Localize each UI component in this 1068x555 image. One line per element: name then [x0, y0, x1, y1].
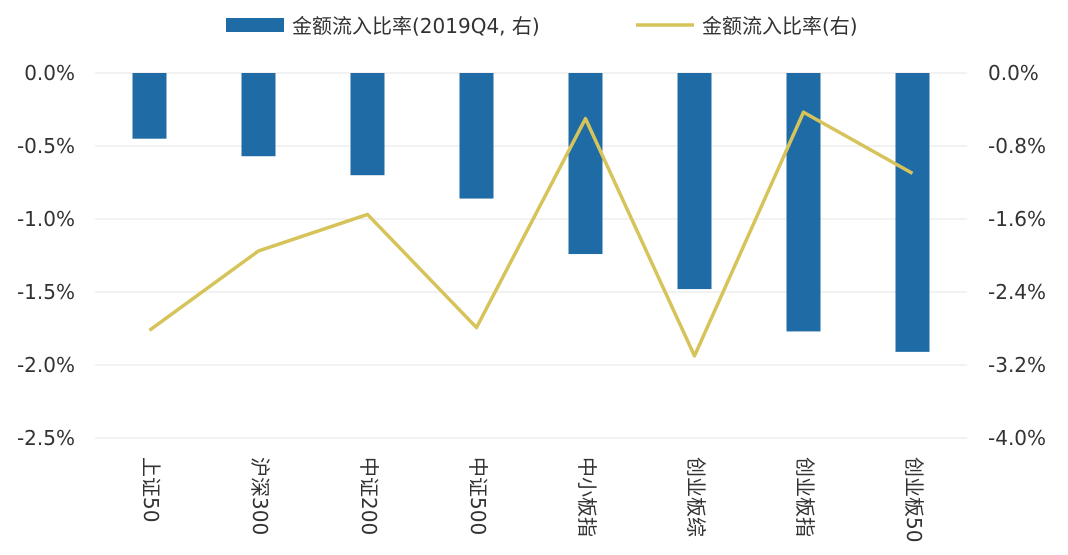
bar — [350, 73, 385, 176]
right-tick-label: -0.8% — [988, 134, 1046, 158]
series-line — [148, 110, 914, 358]
category-label: 中小板指 — [575, 457, 599, 537]
legend: 金额流入比率(2019Q4, 右) 金额流入比率(右) — [226, 14, 858, 38]
left-tick-label: -0.5% — [17, 134, 75, 158]
bar — [241, 73, 276, 157]
right-tick-label: -2.4% — [988, 280, 1046, 304]
category-label: 创业板综 — [684, 457, 708, 537]
gridlines — [95, 72, 967, 439]
category-label: 创业板50 — [902, 457, 926, 542]
bar — [132, 73, 167, 139]
right-tick-label: 0.0% — [988, 61, 1039, 85]
bar — [895, 73, 930, 352]
legend-line-label: 金额流入比率(右) — [702, 14, 858, 38]
bar — [677, 73, 712, 290]
right-tick-label: -3.2% — [988, 353, 1046, 377]
category-axis: 上证50 沪深300 中证200 中证500 中小板指 创业板综 创业板指 创业板50 — [139, 457, 926, 542]
bar — [568, 73, 603, 255]
right-axis: 0.0% -0.8% -1.6% -2.4% -3.2% -4.0% — [988, 61, 1046, 450]
category-label: 创业板指 — [793, 457, 817, 537]
left-tick-label: -1.0% — [17, 207, 75, 231]
category-label: 中证500 — [466, 457, 490, 535]
category-label: 中证200 — [357, 457, 381, 535]
line-series — [148, 110, 914, 358]
category-label: 上证50 — [139, 457, 163, 522]
right-tick-label: -4.0% — [988, 426, 1046, 450]
left-tick-label: 0.0% — [24, 61, 75, 85]
category-label: 沪深300 — [248, 457, 272, 535]
left-axis: 0.0% -0.5% -1.0% -1.5% -2.0% -2.5% — [17, 61, 75, 450]
right-tick-label: -1.6% — [988, 207, 1046, 231]
legend-bar-swatch — [226, 18, 284, 32]
left-tick-label: -1.5% — [17, 280, 75, 304]
legend-bar-label: 金额流入比率(2019Q4, 右) — [292, 14, 540, 38]
bar-series — [132, 73, 930, 352]
left-tick-label: -2.0% — [17, 353, 75, 377]
bar — [459, 73, 494, 199]
left-tick-label: -2.5% — [17, 426, 75, 450]
